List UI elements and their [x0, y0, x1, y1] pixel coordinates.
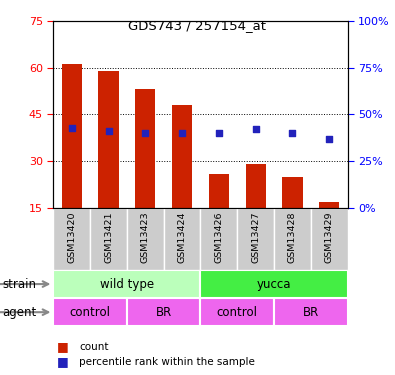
Text: ■: ■ — [57, 356, 69, 368]
Bar — [319, 202, 339, 208]
Point — [179, 130, 185, 136]
Text: GSM13424: GSM13424 — [178, 211, 186, 263]
Bar — [53, 270, 201, 298]
Text: GSM13423: GSM13423 — [141, 211, 150, 263]
Text: count: count — [79, 342, 109, 352]
Text: wild type: wild type — [100, 278, 154, 291]
Bar — [201, 298, 274, 326]
Point — [69, 124, 75, 130]
Bar — [237, 208, 274, 270]
Bar — [311, 208, 348, 270]
Text: GSM13429: GSM13429 — [325, 211, 334, 263]
Bar — [127, 208, 164, 270]
Bar — [274, 298, 348, 326]
Text: agent: agent — [2, 306, 36, 319]
Point — [252, 126, 259, 132]
Bar — [201, 208, 237, 270]
Text: BR: BR — [303, 306, 319, 319]
Bar — [282, 177, 303, 208]
Point — [105, 128, 112, 134]
Bar — [209, 174, 229, 208]
Bar — [127, 298, 201, 326]
Text: control: control — [217, 306, 258, 319]
Text: yucca: yucca — [257, 278, 291, 291]
Text: GSM13421: GSM13421 — [104, 211, 113, 263]
Text: strain: strain — [2, 278, 36, 291]
Bar — [135, 89, 155, 208]
Bar — [62, 64, 82, 208]
Text: GSM13427: GSM13427 — [251, 211, 260, 263]
Point — [142, 130, 149, 136]
Text: GDS743 / 257154_at: GDS743 / 257154_at — [128, 19, 267, 32]
Text: GSM13426: GSM13426 — [214, 211, 223, 263]
Bar — [90, 208, 127, 270]
Text: BR: BR — [156, 306, 172, 319]
Text: percentile rank within the sample: percentile rank within the sample — [79, 357, 255, 367]
Bar — [53, 298, 127, 326]
Bar — [246, 164, 266, 208]
Bar — [201, 270, 348, 298]
Bar — [98, 70, 118, 208]
Point — [326, 136, 332, 142]
Bar — [274, 208, 311, 270]
Bar — [53, 208, 90, 270]
Bar — [172, 105, 192, 208]
Text: GSM13420: GSM13420 — [67, 211, 76, 263]
Text: control: control — [70, 306, 111, 319]
Text: GSM13428: GSM13428 — [288, 211, 297, 263]
Point — [289, 130, 295, 136]
Text: ■: ■ — [57, 340, 69, 353]
Point — [216, 130, 222, 136]
Bar — [164, 208, 201, 270]
